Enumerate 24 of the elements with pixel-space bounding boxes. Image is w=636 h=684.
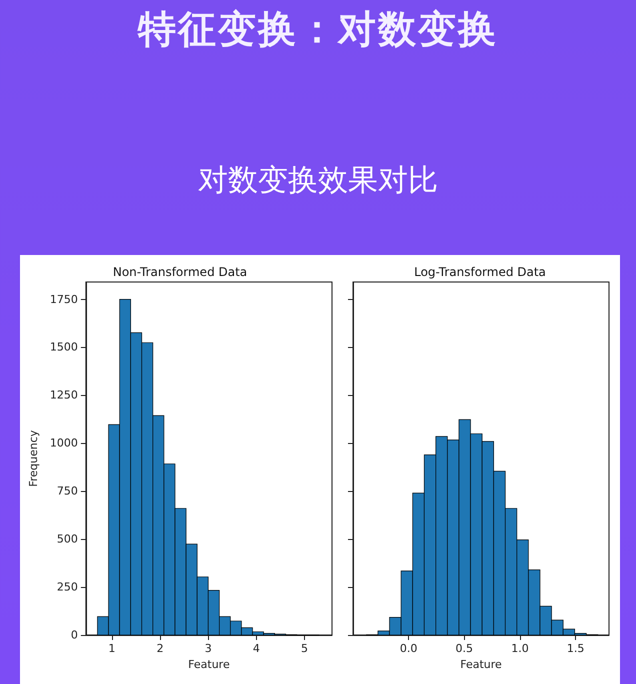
y-tick-label: 1000 [50,436,78,450]
x-tick-label: 4 [252,642,260,655]
x-tick-label: 5 [301,642,308,655]
text: 对数变换效果对比 [197,162,439,200]
x-axis-title: Feature [460,658,502,671]
y-tick-label: 1750 [50,292,78,306]
x-tick-label: 3 [204,642,212,655]
chart-title: Non-Transformed Data [112,265,248,279]
text: 特征变换：对数变换 [136,6,499,53]
x-tick-label: 1 [108,642,116,655]
x-tick-label: 1.0 [511,642,529,655]
y-tick-label: 750 [56,484,78,498]
chart-title: Log-Transformed Data [414,265,546,279]
y-tick-label: 250 [56,580,78,594]
y-axis-title: Frequency [27,430,40,487]
x-tick-label: 0.5 [456,642,474,655]
x-axis-title: Feature [188,658,230,671]
y-tick-label: 500 [56,532,78,546]
y-tick-label: 0 [70,628,78,642]
x-tick-label: 0.0 [400,642,418,655]
y-tick-label: 1250 [50,388,78,402]
x-tick-label: 1.5 [566,642,584,655]
y-tick-label: 1500 [50,340,78,354]
x-tick-label: 2 [156,642,164,655]
